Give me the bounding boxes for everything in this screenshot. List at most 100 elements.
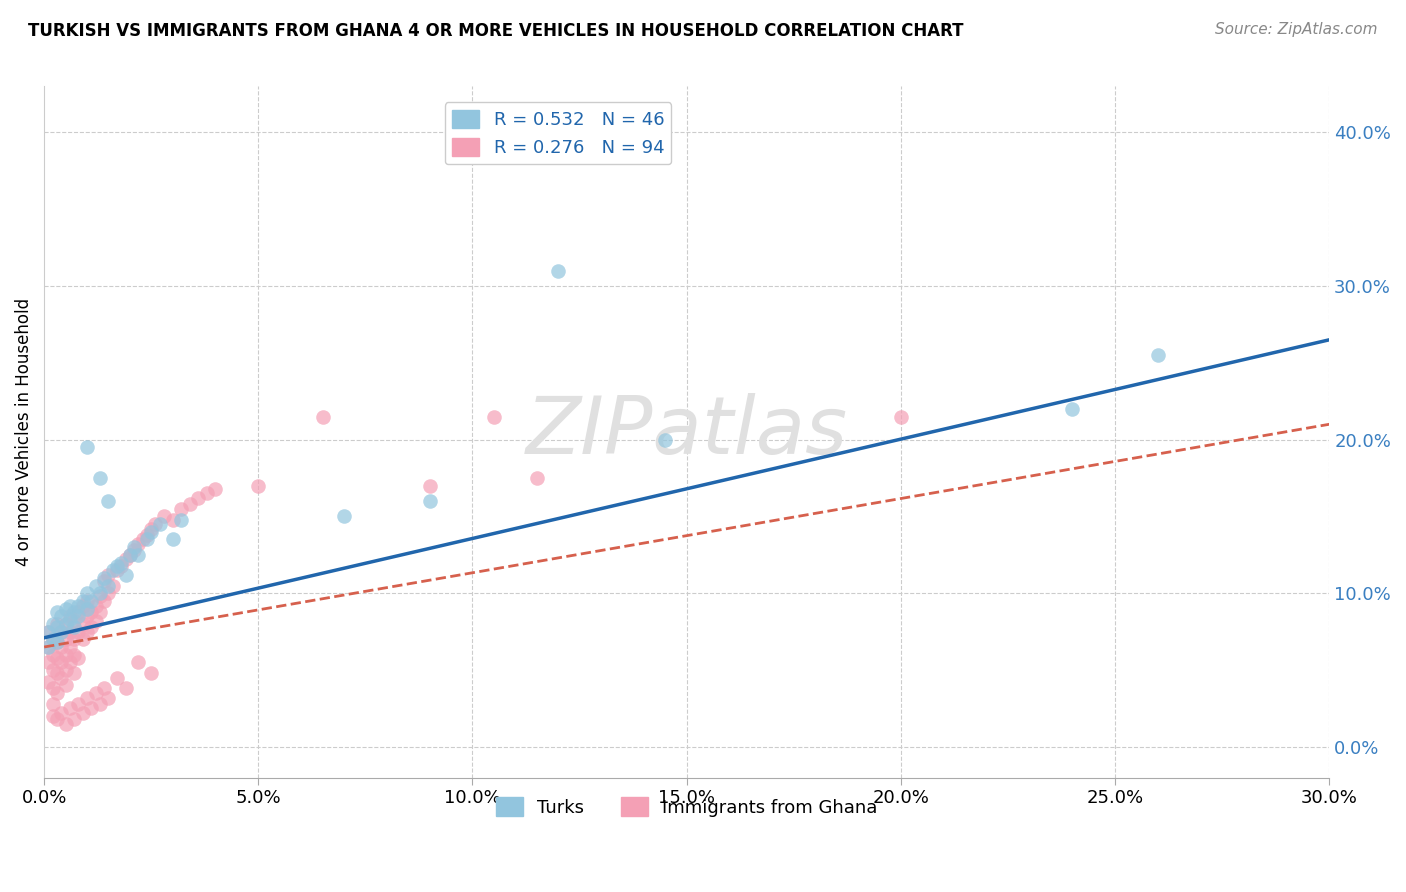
Point <box>93 594 115 608</box>
Point <box>170 512 193 526</box>
Point <box>51 624 73 639</box>
Point <box>37 624 59 639</box>
Point <box>59 640 82 654</box>
Point <box>76 690 98 705</box>
Point <box>41 663 63 677</box>
Point <box>118 548 141 562</box>
Point <box>526 471 548 485</box>
Point <box>37 624 59 639</box>
Point <box>76 624 98 639</box>
Point <box>127 537 149 551</box>
Point <box>97 586 120 600</box>
Point <box>135 528 157 542</box>
Point <box>110 556 132 570</box>
Point <box>76 601 98 615</box>
Point <box>72 706 94 720</box>
Point <box>97 578 120 592</box>
Point <box>105 558 128 573</box>
Point <box>127 548 149 562</box>
Point <box>93 681 115 696</box>
Point <box>110 558 132 573</box>
Point <box>114 681 136 696</box>
Point <box>105 563 128 577</box>
Point <box>890 409 912 424</box>
Point <box>84 614 107 628</box>
Point <box>51 671 73 685</box>
Point <box>55 601 77 615</box>
Point <box>37 675 59 690</box>
Point <box>46 686 69 700</box>
Point <box>76 586 98 600</box>
Point <box>55 678 77 692</box>
Point <box>41 648 63 662</box>
Point <box>46 650 69 665</box>
Point <box>547 263 569 277</box>
Point <box>67 697 90 711</box>
Point <box>93 574 115 588</box>
Point <box>162 533 184 547</box>
Point <box>1062 401 1084 416</box>
Point <box>179 497 201 511</box>
Point <box>101 563 124 577</box>
Point <box>72 617 94 632</box>
Point <box>311 409 333 424</box>
Point <box>89 697 111 711</box>
Point <box>46 620 69 634</box>
Point <box>141 522 163 536</box>
Point <box>67 605 90 619</box>
Point <box>80 701 103 715</box>
Point <box>37 640 59 654</box>
Point <box>162 512 184 526</box>
Point <box>76 594 98 608</box>
Point <box>89 590 111 604</box>
Point <box>97 567 120 582</box>
Point <box>63 712 86 726</box>
Point <box>37 656 59 670</box>
Point <box>41 709 63 723</box>
Point <box>145 517 167 532</box>
Point <box>114 567 136 582</box>
Point <box>170 501 193 516</box>
Point <box>97 494 120 508</box>
Point <box>141 524 163 539</box>
Point <box>59 609 82 624</box>
Point <box>59 612 82 626</box>
Point <box>55 663 77 677</box>
Point <box>59 656 82 670</box>
Point <box>59 599 82 613</box>
Point <box>72 599 94 613</box>
Point <box>118 548 141 562</box>
Point <box>67 599 90 613</box>
Point <box>37 640 59 654</box>
Point <box>80 594 103 608</box>
Point <box>84 578 107 592</box>
Point <box>51 640 73 654</box>
Point <box>76 609 98 624</box>
Y-axis label: 4 or more Vehicles in Household: 4 or more Vehicles in Household <box>15 298 32 566</box>
Point <box>114 552 136 566</box>
Point <box>153 509 176 524</box>
Point <box>89 605 111 619</box>
Point <box>55 648 77 662</box>
Point <box>419 479 441 493</box>
Point <box>51 609 73 624</box>
Point <box>247 479 270 493</box>
Point <box>41 632 63 647</box>
Point <box>89 586 111 600</box>
Point <box>63 648 86 662</box>
Point <box>67 650 90 665</box>
Point <box>654 433 676 447</box>
Point <box>46 605 69 619</box>
Point <box>195 486 218 500</box>
Point <box>46 617 69 632</box>
Point <box>63 614 86 628</box>
Text: Source: ZipAtlas.com: Source: ZipAtlas.com <box>1215 22 1378 37</box>
Point <box>67 624 90 639</box>
Point <box>97 690 120 705</box>
Point <box>89 471 111 485</box>
Point <box>1147 348 1170 362</box>
Point <box>84 686 107 700</box>
Point <box>51 656 73 670</box>
Point <box>59 701 82 715</box>
Point <box>46 635 69 649</box>
